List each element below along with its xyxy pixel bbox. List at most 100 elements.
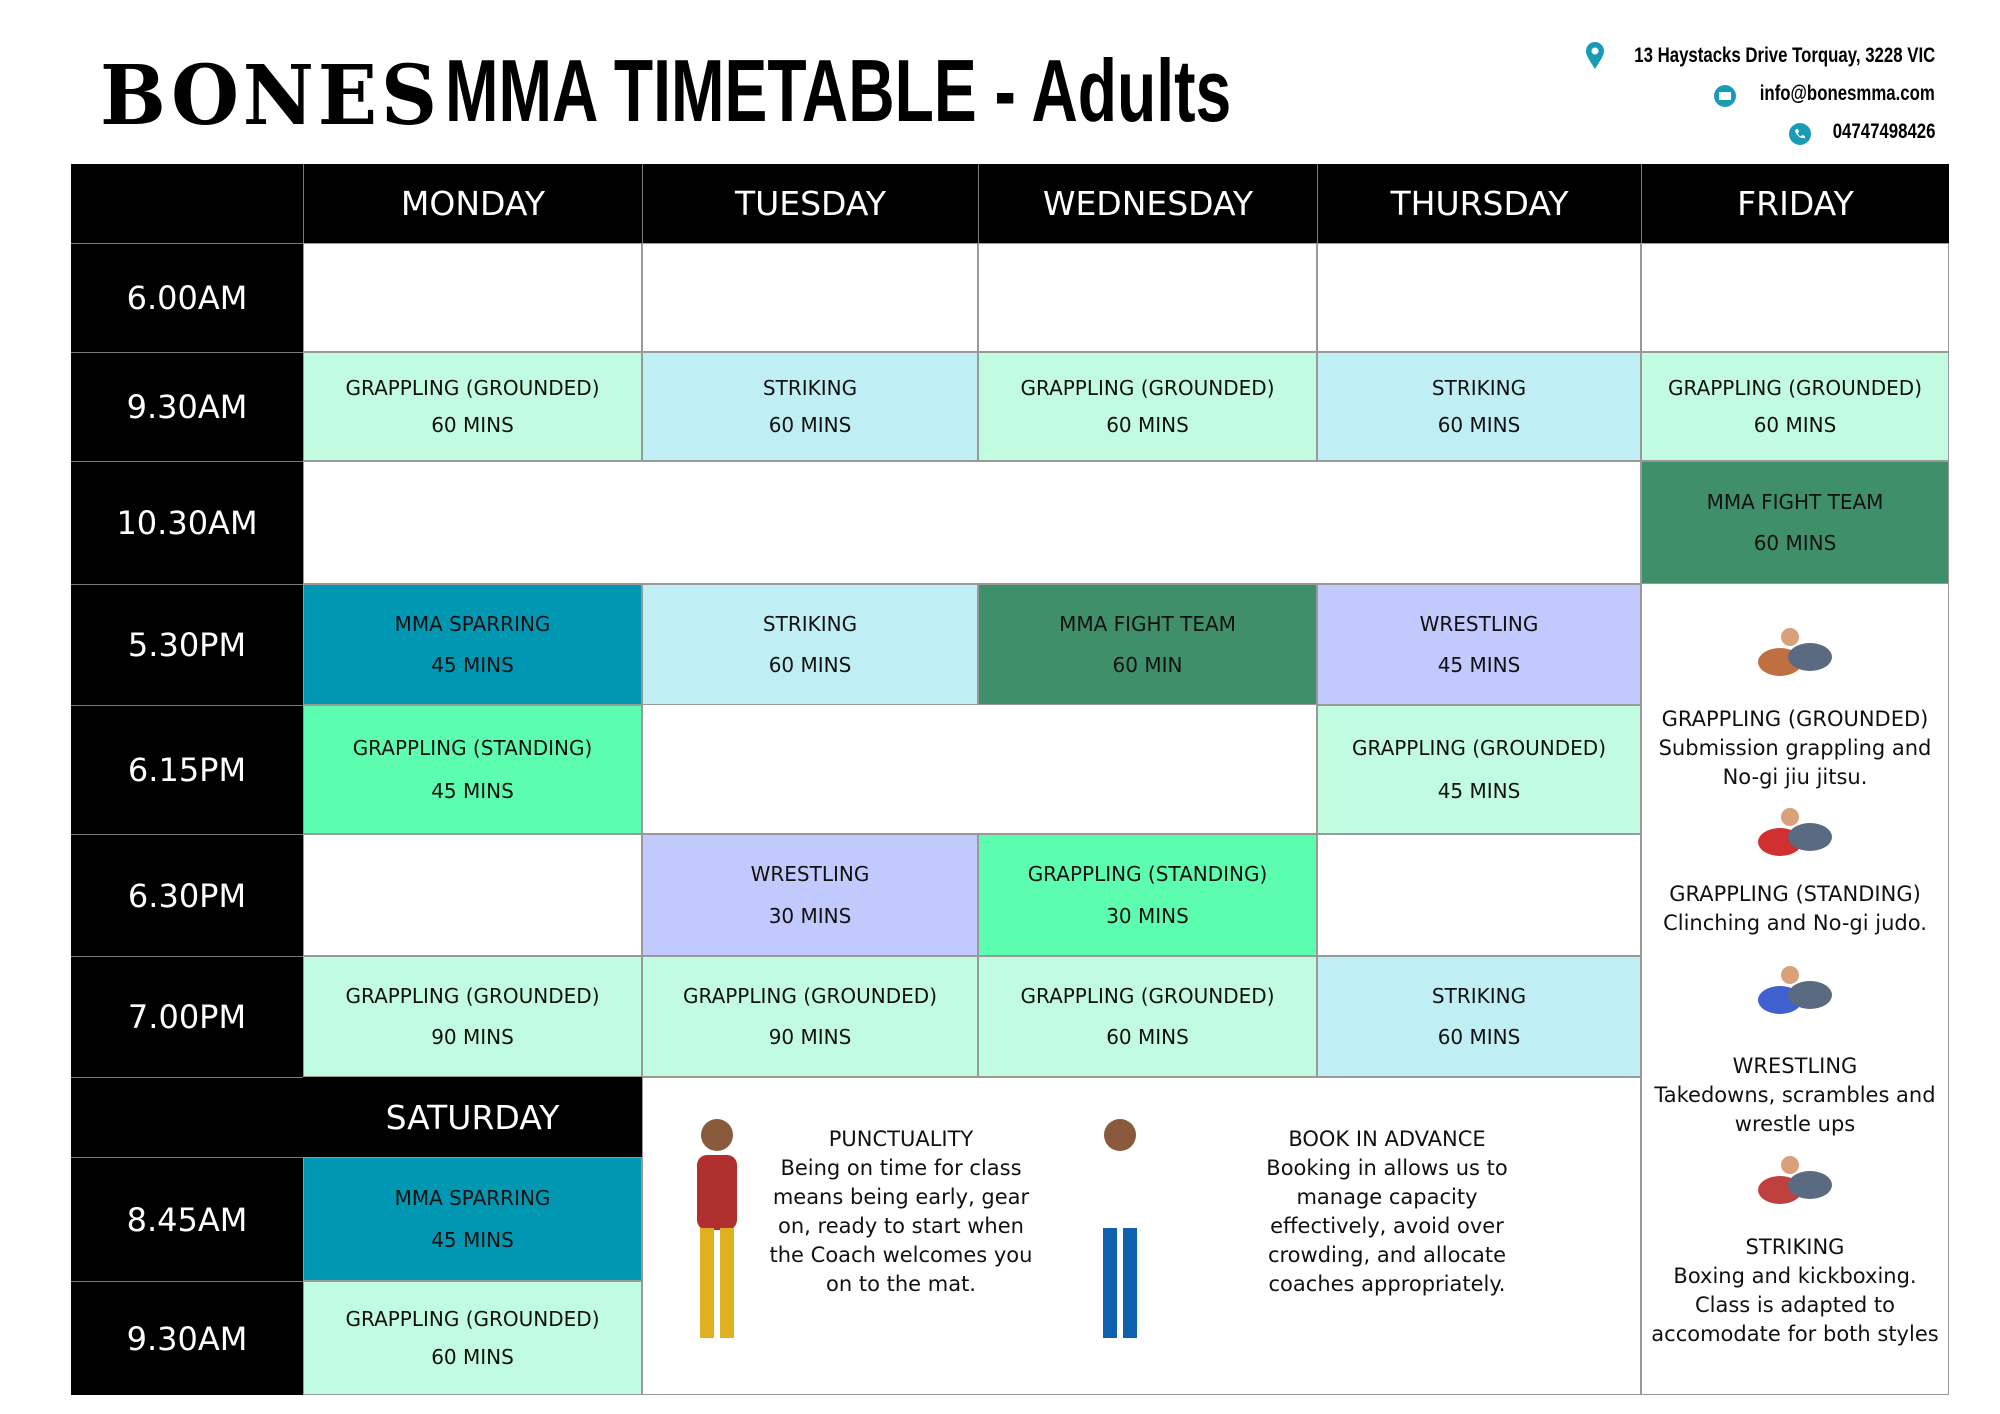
- class-name: MMA FIGHT TEAM: [1059, 612, 1236, 636]
- class-name: GRAPPLING (GROUNDED): [1020, 984, 1275, 1008]
- class-name: WRESTLING: [750, 862, 870, 887]
- class-name: STRIKING: [1431, 376, 1527, 400]
- class-duration: 60 MINS: [1106, 1025, 1189, 1049]
- phone-icon: [1789, 123, 1811, 145]
- class-duration: 60 MINS: [431, 1345, 514, 1370]
- class-cell: GRAPPLING (GROUNDED) 90 MINS: [642, 956, 978, 1077]
- legend-entry: WRESTLING Takedowns, scrambles and wrestl…: [1645, 1052, 1945, 1172]
- time-label: 6.15PM: [71, 705, 303, 834]
- mail-icon: [1714, 85, 1736, 107]
- time-label: 5.30PM: [71, 584, 303, 705]
- day-header: MONDAY: [303, 164, 642, 243]
- note: BOOK IN ADVANCE Booking in allows us to m…: [1252, 1125, 1522, 1325]
- class-duration: 30 MINS: [1106, 903, 1189, 928]
- class-cell: GRAPPLING (STANDING) 45 MINS: [303, 705, 642, 834]
- note-text: Being on time for class means being earl…: [769, 1156, 1033, 1296]
- blank-row-border: [303, 461, 1641, 584]
- class-name: GRAPPLING (GROUNDED): [1351, 735, 1607, 760]
- pin-icon: [1586, 42, 1604, 69]
- class-name: GRAPPLING (GROUNDED): [345, 1306, 600, 1331]
- time-label: 6.00AM: [71, 243, 303, 352]
- legend-entry: STRIKING Boxing and kickboxing. Class is …: [1645, 1233, 1945, 1353]
- notes-area: [642, 1077, 1641, 1395]
- class-name: GRAPPLING (GROUNDED): [682, 984, 938, 1008]
- class-cell: GRAPPLING (STANDING) 30 MINS: [978, 834, 1317, 956]
- class-duration: 45 MINS: [431, 1228, 514, 1252]
- class-duration: 60 MIN: [1112, 653, 1183, 677]
- legend-title: WRESTLING: [1732, 1054, 1858, 1078]
- class-duration: 60 MINS: [1437, 1025, 1521, 1049]
- legend-icon: [1758, 966, 1832, 1014]
- class-cell: GRAPPLING (GROUNDED) 60 MINS: [978, 352, 1317, 461]
- class-name: GRAPPLING (GROUNDED): [345, 376, 600, 400]
- header-corner: [71, 164, 303, 243]
- day-header: WEDNESDAY: [978, 164, 1317, 243]
- note-text: Booking in allows us to manage capacity …: [1266, 1156, 1508, 1296]
- address: 13 Haystacks Drive Torquay, 3228 VIC: [1633, 44, 1935, 67]
- class-cell: GRAPPLING (GROUNDED) 60 MINS: [303, 352, 642, 461]
- legend-text: Takedowns, scrambles and wrestle ups: [1654, 1083, 1936, 1136]
- legend-panel: [1641, 584, 1949, 1395]
- class-name: STRIKING: [1431, 984, 1527, 1008]
- time-label: 8.45AM: [71, 1157, 303, 1281]
- empty-cell: [303, 243, 642, 352]
- class-cell: WRESTLING 30 MINS: [642, 834, 978, 956]
- brand: BONES: [100, 48, 441, 144]
- class-name: STRIKING: [762, 376, 858, 400]
- class-duration: 45 MINS: [1437, 653, 1521, 677]
- legend-text: Submission grappling and No-gi jiu jitsu…: [1658, 736, 1932, 789]
- legend-title: GRAPPLING (GROUNDED): [1661, 707, 1929, 731]
- class-name: GRAPPLING (GROUNDED): [1020, 376, 1275, 400]
- class-name: WRESTLING: [1419, 612, 1539, 636]
- time-label: 9.30AM: [71, 1281, 303, 1395]
- class-name: MMA FIGHT TEAM: [1706, 489, 1884, 514]
- class-cell: MMA FIGHT TEAM 60 MIN: [978, 584, 1317, 705]
- class-cell: STRIKING 60 MINS: [1317, 352, 1641, 461]
- title: MMA TIMETABLE - Adults: [445, 41, 1232, 140]
- legend-icon: [1758, 808, 1832, 856]
- empty-cell: [978, 243, 1317, 352]
- class-cell: GRAPPLING (GROUNDED) 60 MINS: [978, 956, 1317, 1077]
- legend-icon: [1758, 1156, 1832, 1204]
- class-name: GRAPPLING (STANDING): [352, 735, 593, 760]
- day-header: FRIDAY: [1641, 164, 1949, 243]
- illustration: [1100, 1119, 1140, 1338]
- class-duration: 45 MINS: [1437, 779, 1521, 804]
- sat-corner: [71, 1077, 303, 1157]
- email: info@bonesmma.com: [1759, 82, 1935, 105]
- class-duration: 45 MINS: [431, 653, 514, 677]
- blank-cell-border: [642, 705, 1317, 834]
- class-cell: MMA SPARRING 45 MINS: [303, 1157, 642, 1281]
- time-label: 7.00PM: [71, 956, 303, 1077]
- class-duration: 60 MINS: [1437, 413, 1521, 437]
- legend-text: Boxing and kickboxing. Class is adapted …: [1651, 1264, 1939, 1346]
- class-cell: GRAPPLING (GROUNDED) 90 MINS: [303, 956, 642, 1077]
- class-cell: GRAPPLING (GROUNDED) 60 MINS: [303, 1281, 642, 1395]
- legend-text: Clinching and No-gi judo.: [1663, 911, 1927, 935]
- empty-cell: [303, 834, 642, 956]
- phone: 04747498426: [1832, 120, 1935, 143]
- legend-title: STRIKING: [1745, 1235, 1845, 1259]
- illustration: [697, 1119, 737, 1338]
- class-cell: MMA SPARRING 45 MINS: [303, 584, 642, 705]
- legend-entry: GRAPPLING (GROUNDED) Submission grappling…: [1645, 705, 1945, 825]
- class-duration: 60 MINS: [1106, 413, 1189, 437]
- class-name: MMA SPARRING: [394, 1186, 551, 1210]
- class-cell: WRESTLING 45 MINS: [1317, 584, 1641, 705]
- class-duration: 45 MINS: [431, 779, 514, 804]
- day-header: TUESDAY: [642, 164, 978, 243]
- time-label: 9.30AM: [71, 352, 303, 461]
- class-name: GRAPPLING (STANDING): [1027, 862, 1268, 887]
- class-duration: 60 MINS: [1753, 531, 1837, 556]
- class-duration: 60 MINS: [768, 413, 852, 437]
- class-duration: 90 MINS: [431, 1025, 514, 1049]
- class-duration: 30 MINS: [768, 903, 852, 928]
- empty-cell: [642, 243, 978, 352]
- class-cell: STRIKING 60 MINS: [642, 584, 978, 705]
- class-cell: GRAPPLING (GROUNDED) 60 MINS: [1641, 352, 1949, 461]
- time-label: 6.30PM: [71, 834, 303, 956]
- class-cell: STRIKING 60 MINS: [1317, 956, 1641, 1077]
- class-name: MMA SPARRING: [394, 612, 551, 636]
- legend-title: GRAPPLING (STANDING): [1669, 882, 1921, 906]
